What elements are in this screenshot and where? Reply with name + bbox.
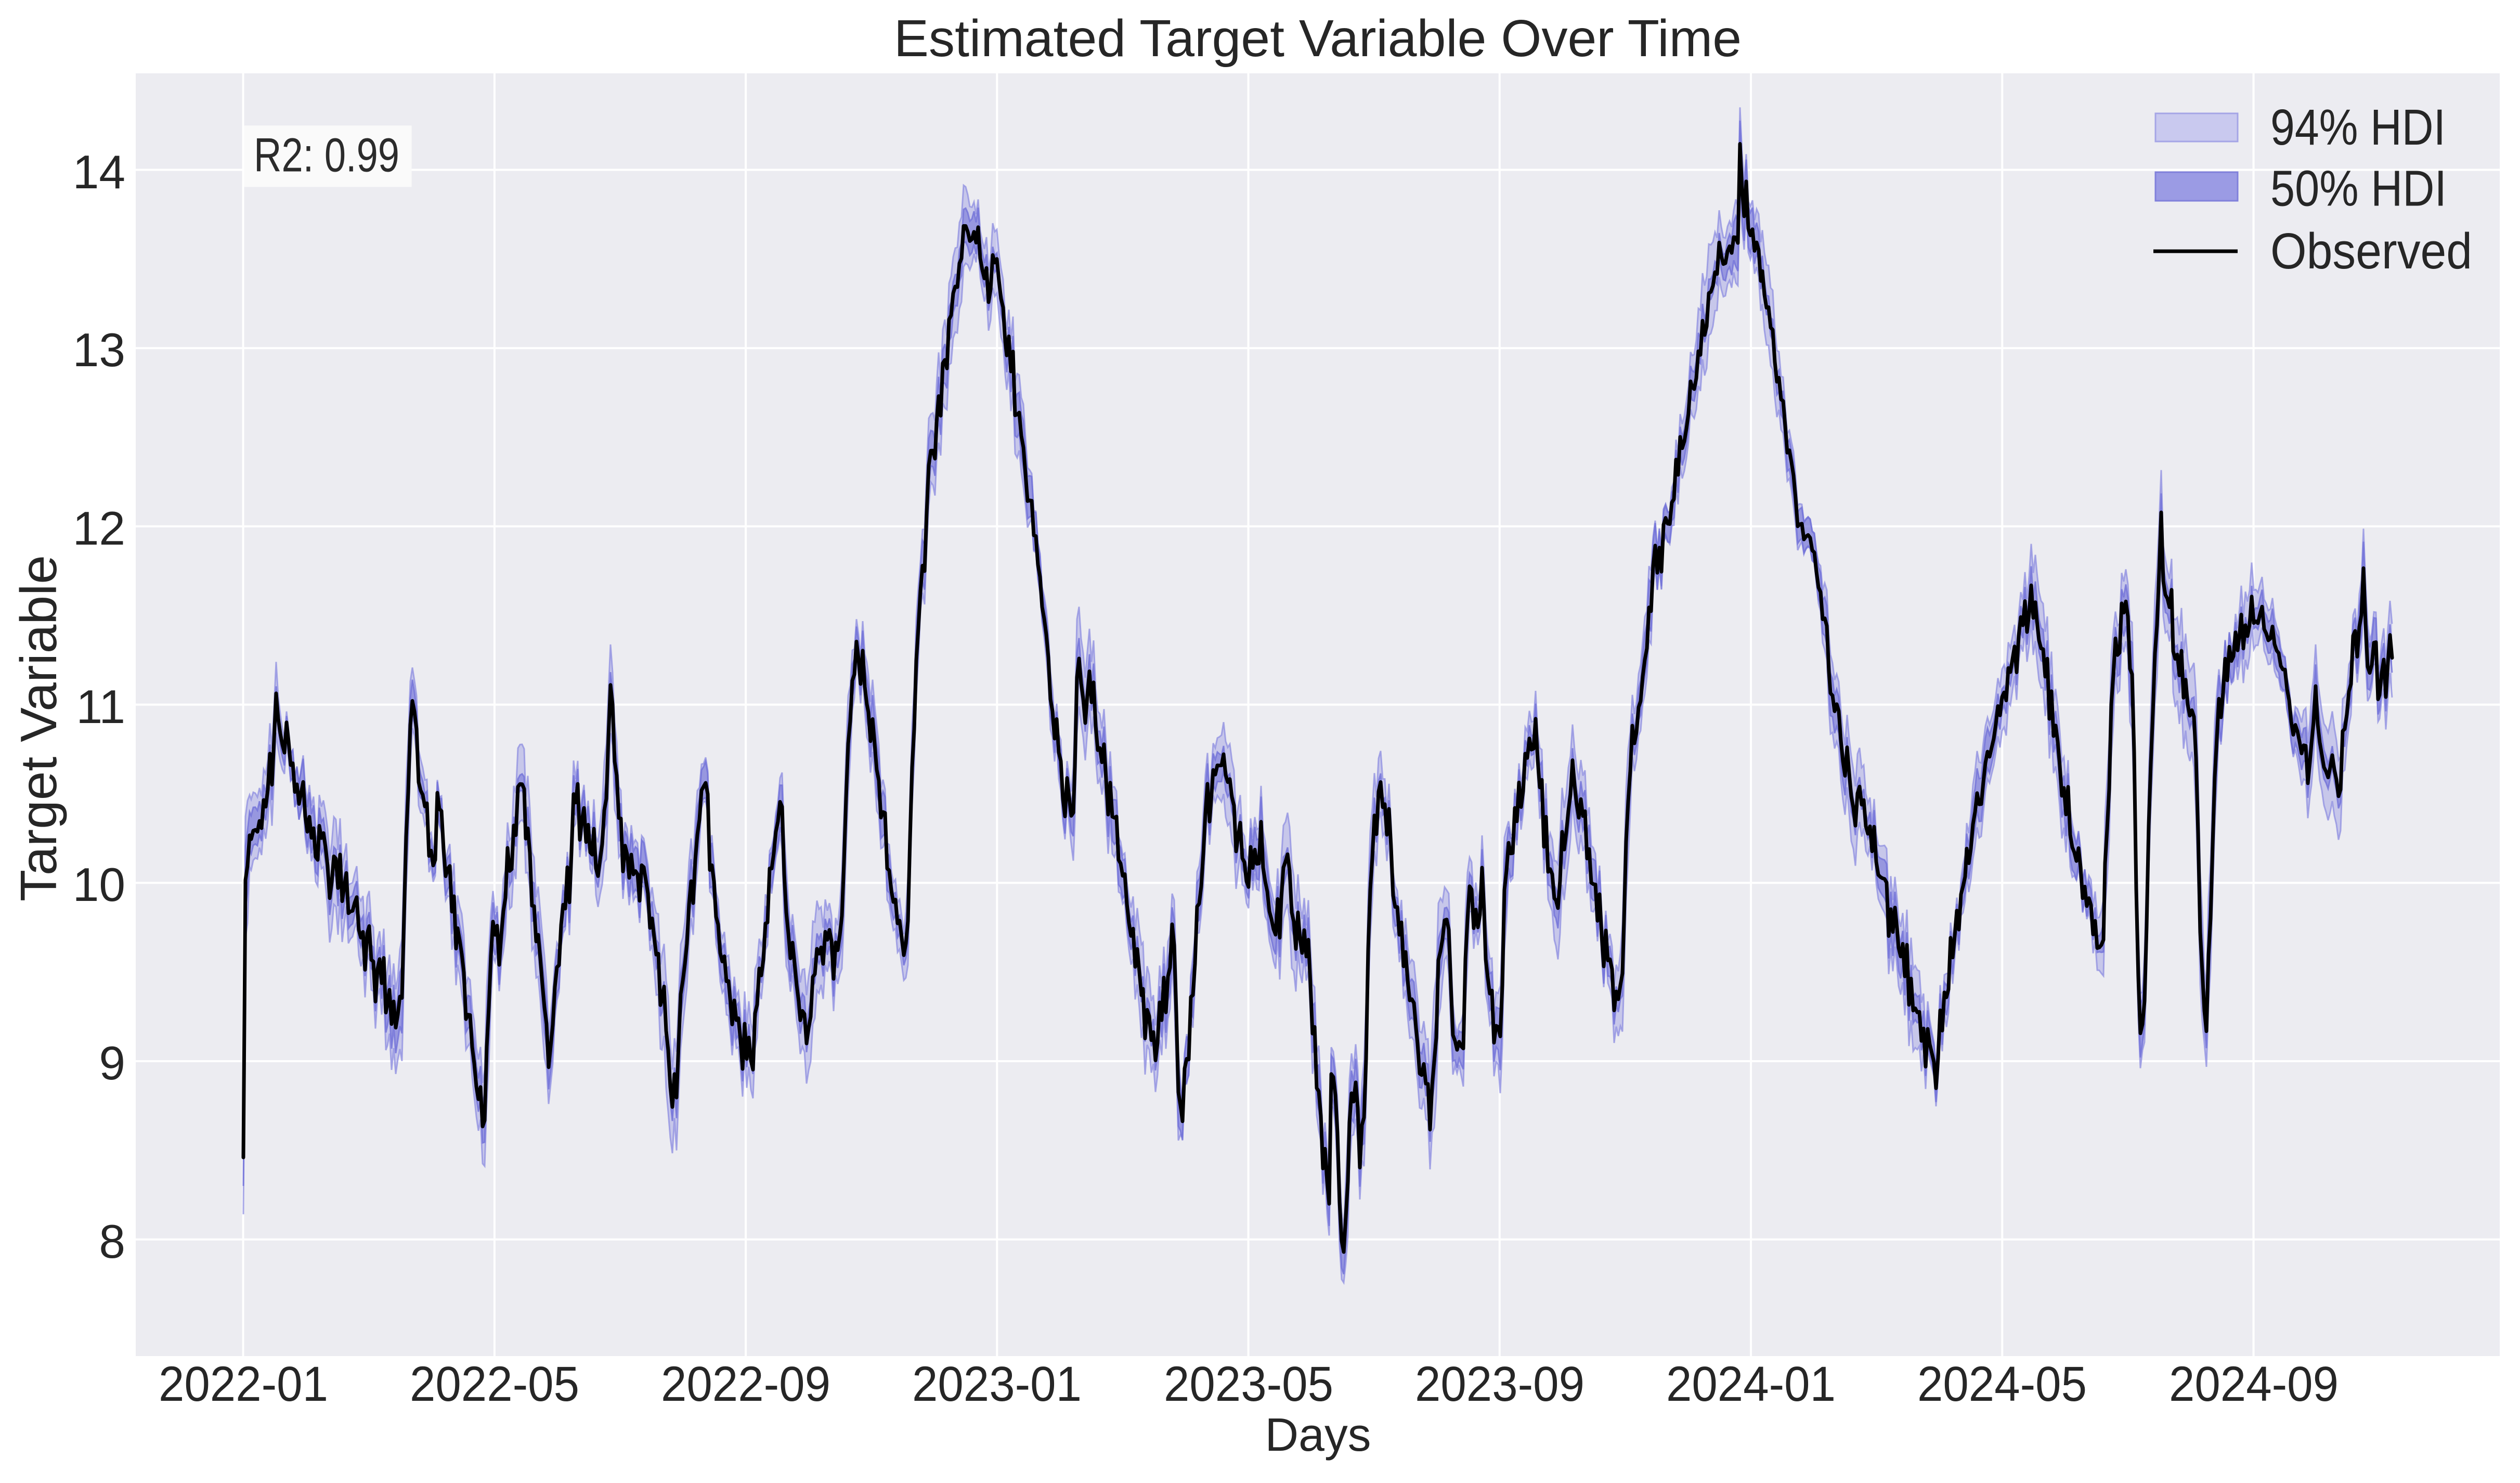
svg-text:2024-09: 2024-09 <box>2169 1357 2339 1412</box>
svg-text:50% HDI: 50% HDI <box>2270 160 2447 217</box>
svg-text:10: 10 <box>73 859 125 911</box>
svg-text:2022-05: 2022-05 <box>410 1357 579 1412</box>
svg-text:13: 13 <box>73 324 125 377</box>
svg-text:2023-05: 2023-05 <box>1164 1357 1333 1412</box>
svg-text:2022-01: 2022-01 <box>159 1357 328 1412</box>
svg-text:2023-09: 2023-09 <box>1415 1357 1584 1412</box>
svg-text:9: 9 <box>99 1037 125 1090</box>
svg-text:2023-01: 2023-01 <box>912 1357 1082 1412</box>
svg-text:12: 12 <box>73 502 125 555</box>
svg-text:R2: 0.99: R2: 0.99 <box>254 129 399 182</box>
svg-text:14: 14 <box>73 146 125 199</box>
svg-text:2024-01: 2024-01 <box>1666 1357 1836 1412</box>
svg-text:Target Variable: Target Variable <box>10 555 67 901</box>
svg-text:2022-09: 2022-09 <box>661 1357 830 1412</box>
svg-text:8: 8 <box>99 1216 125 1268</box>
svg-text:11: 11 <box>76 681 125 733</box>
svg-text:94% HDI: 94% HDI <box>2270 99 2446 156</box>
svg-text:Days: Days <box>1265 1409 1371 1461</box>
svg-text:Observed: Observed <box>2270 223 2472 279</box>
svg-text:Estimated Target Variable Over: Estimated Target Variable Over Time <box>894 9 1742 68</box>
svg-text:2024-05: 2024-05 <box>1917 1357 2087 1412</box>
